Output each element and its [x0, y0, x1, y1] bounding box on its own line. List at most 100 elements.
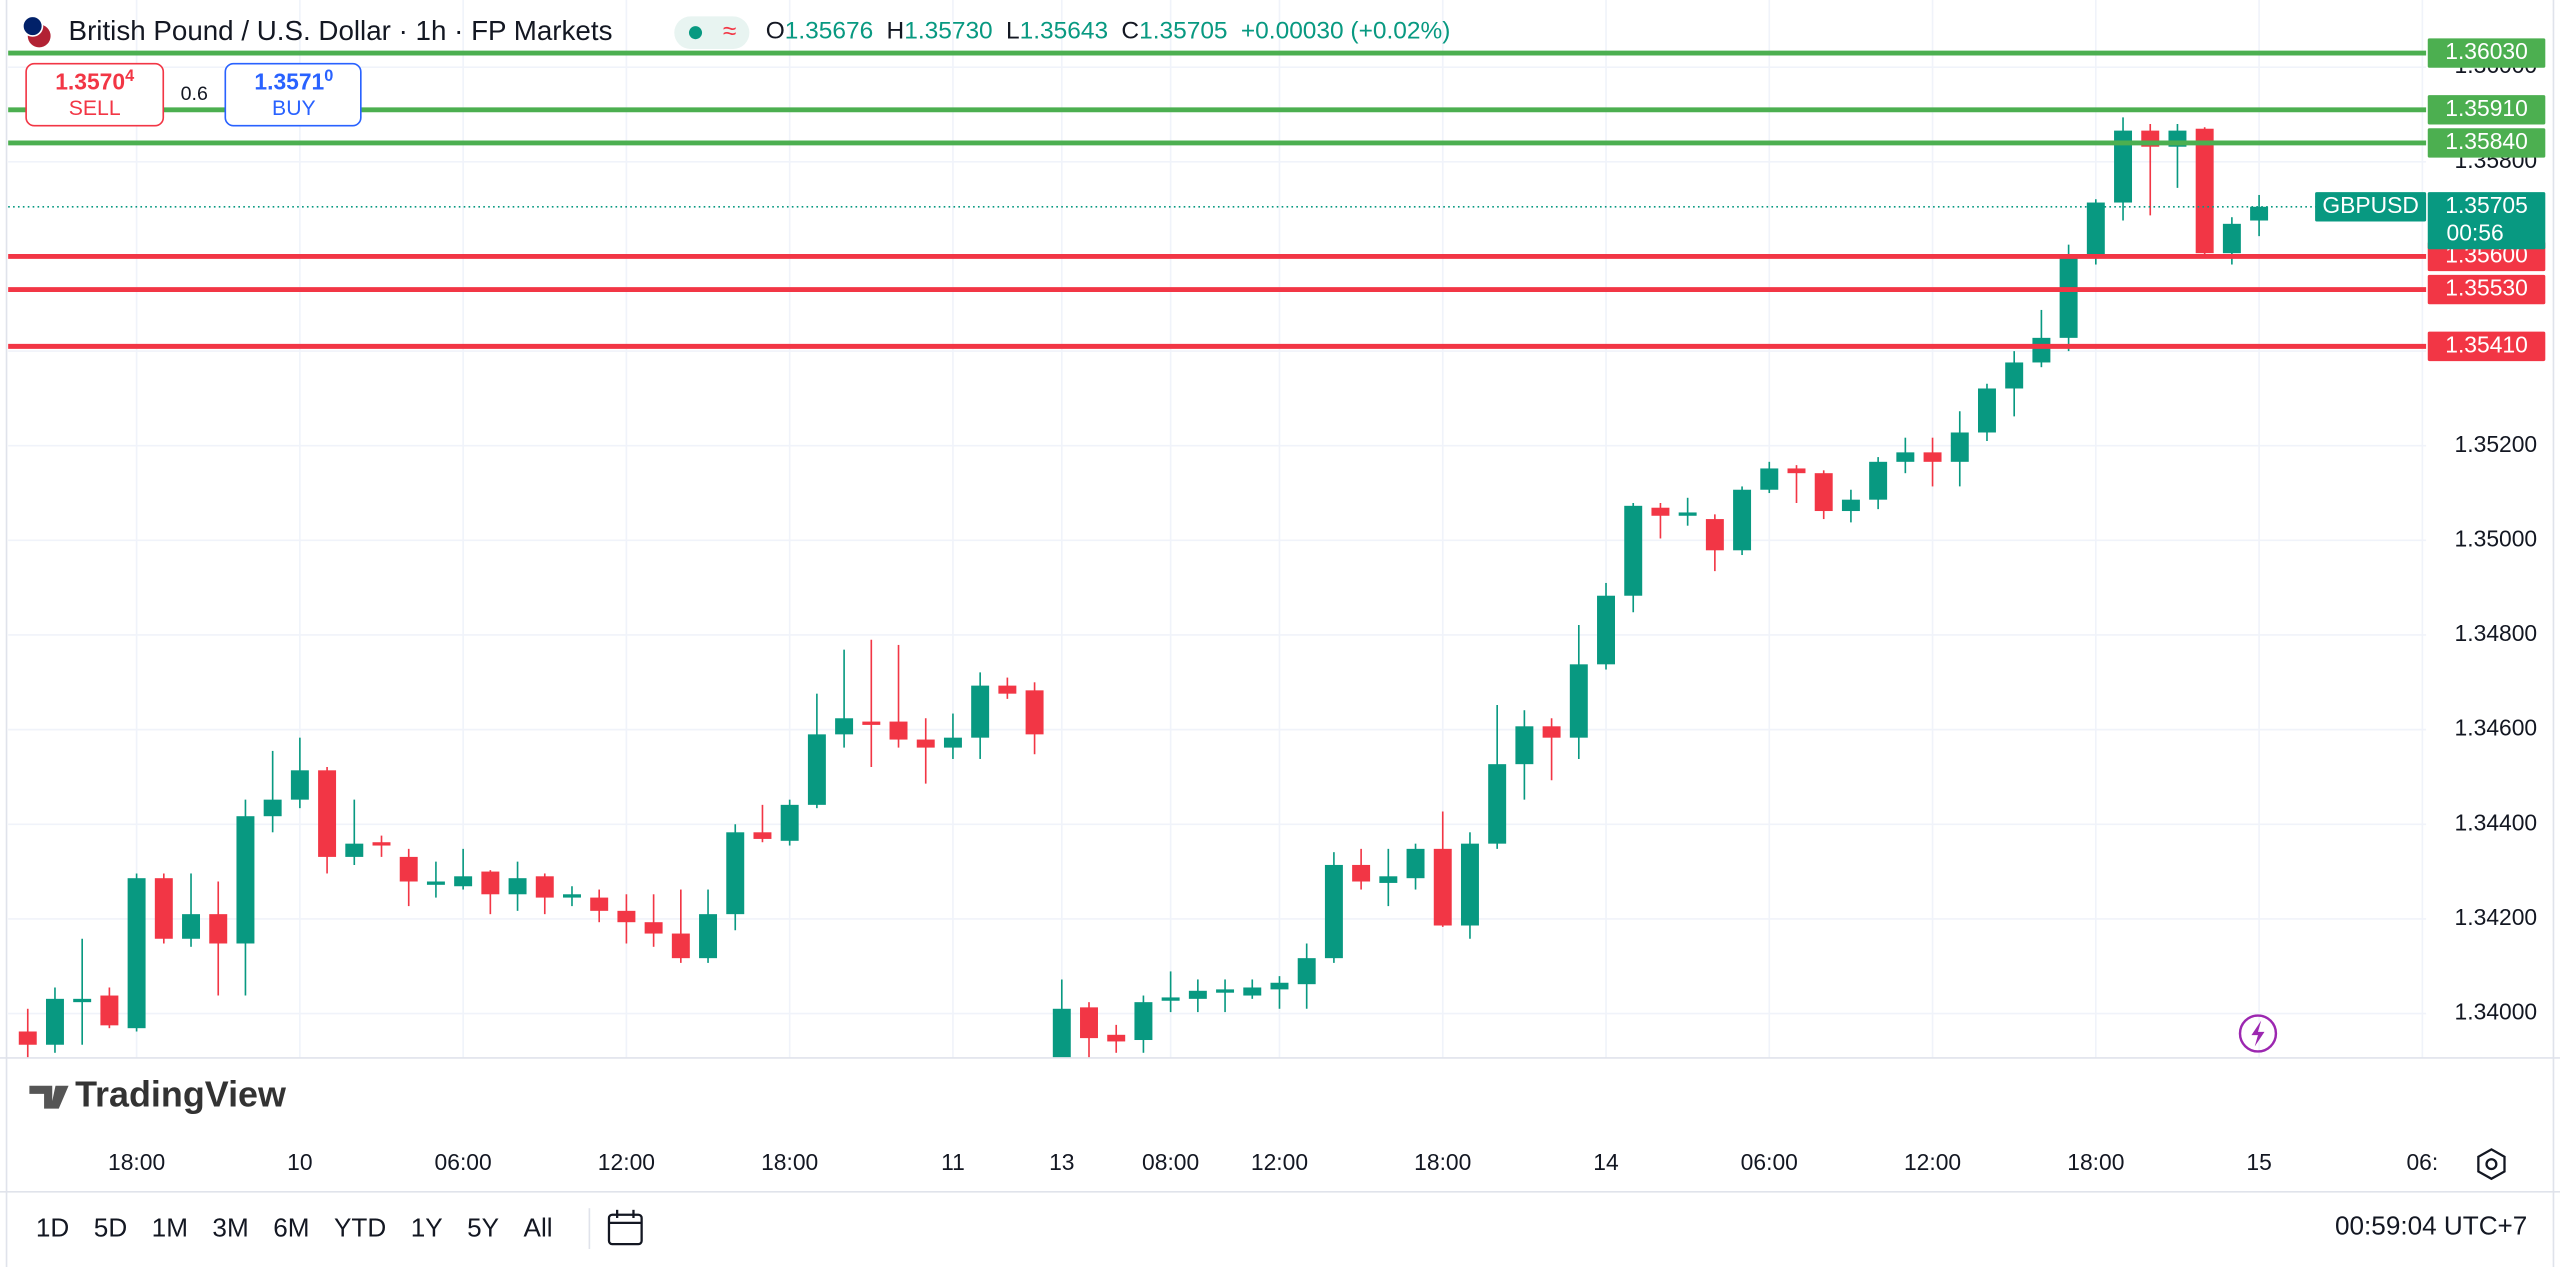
candle-body — [318, 770, 337, 857]
level-tag-label: 1.35840 — [2445, 128, 2528, 154]
x-tick-label: 10 — [287, 1149, 312, 1175]
timeframe-button[interactable]: 3M — [212, 1212, 248, 1242]
candle-body — [1161, 997, 1180, 1001]
candle-body — [563, 894, 581, 898]
candle-body — [2222, 223, 2241, 254]
x-tick-label: 12:00 — [1904, 1149, 1961, 1175]
candle-body — [1705, 519, 1724, 551]
candle-body — [1733, 489, 1752, 551]
ohlc-value: 1.35676 — [785, 18, 873, 45]
indicator-pill[interactable] — [674, 16, 750, 50]
y-tick-label: 1.34400 — [2455, 809, 2538, 835]
candle-body — [1107, 1034, 1126, 1042]
sell-price-main: 1.3570 — [55, 68, 125, 94]
candle-body — [1379, 876, 1398, 883]
candle-body — [45, 998, 64, 1045]
settings-button[interactable] — [2477, 1148, 2506, 1181]
ohlc-key: H — [887, 18, 905, 45]
sell-button[interactable] — [25, 62, 165, 127]
candle-body — [1678, 512, 1697, 516]
lightning-button[interactable] — [2238, 1014, 2278, 1053]
candle-body — [1814, 473, 1833, 512]
candle-body — [1651, 507, 1670, 516]
candle-body — [372, 842, 391, 846]
y-tick-label: 1.34800 — [2455, 620, 2538, 646]
x-tick-label: 11 — [941, 1149, 965, 1175]
timeframe-button[interactable]: 6M — [273, 1212, 309, 1242]
candle-body — [1950, 432, 1969, 462]
candle-body — [236, 816, 255, 944]
timeframe-button[interactable]: 1Y — [411, 1212, 443, 1242]
timeframe-button[interactable]: YTD — [334, 1212, 386, 1242]
candle-body — [971, 685, 990, 738]
indicator-icon: ≈ — [723, 18, 736, 45]
candle-body — [100, 995, 119, 1026]
candle-body — [182, 914, 201, 939]
candle-body — [2250, 206, 2269, 221]
buy-price-pip: 0 — [324, 67, 333, 85]
level-tag — [2427, 38, 2546, 68]
x-tick-label: 18:00 — [2067, 1149, 2124, 1175]
candle-body — [2059, 256, 2078, 338]
y-tick-label: 1.34000 — [2455, 999, 2538, 1025]
x-tick-label: 18:00 — [108, 1149, 165, 1175]
x-tick-label: 12:00 — [598, 1149, 655, 1175]
candle-body — [1352, 864, 1371, 882]
goto-date-button[interactable] — [588, 1208, 643, 1250]
candle-body — [780, 804, 799, 841]
symbol-tag-label: GBPUSD — [2322, 192, 2418, 218]
timeframe-button[interactable]: All — [524, 1212, 553, 1242]
level-tag — [2427, 95, 2546, 125]
candle-body — [399, 856, 418, 882]
y-tick-label: 1.34200 — [2455, 904, 2538, 930]
buy-button[interactable] — [224, 62, 362, 127]
symbol-icon — [22, 15, 51, 48]
candle-body — [1542, 726, 1561, 738]
y-tick-label: 1.35200 — [2455, 431, 2538, 457]
candle-body — [1052, 1008, 1071, 1058]
candle-body — [73, 998, 92, 1003]
ohlc-key: L — [1006, 18, 1020, 45]
candle-body — [2086, 202, 2105, 257]
candle-body — [1760, 468, 1779, 490]
candle-body — [535, 876, 554, 898]
ohlc-key: C — [1121, 18, 1139, 45]
ohlc-key: O — [766, 18, 785, 45]
candle-body — [508, 878, 527, 895]
candle-body — [290, 770, 309, 800]
candle-body — [862, 721, 881, 725]
market-status — [688, 26, 703, 40]
candle-body — [726, 832, 745, 915]
timeframe-button[interactable]: 1D — [36, 1212, 69, 1242]
countdown: 00:56 — [2447, 220, 2504, 246]
x-tick-label: 13 — [1049, 1149, 1074, 1175]
y-tick-label: 1.34600 — [2455, 715, 2538, 741]
candle-body — [481, 871, 500, 895]
candle-body — [1977, 388, 1996, 433]
spread: 0.6 — [181, 83, 208, 105]
symbol-tag — [2315, 192, 2427, 222]
last-price-label: 1.35705 — [2445, 192, 2528, 218]
timeframe-button[interactable]: 5Y — [467, 1212, 499, 1242]
level-tag-label: 1.35410 — [2445, 331, 2528, 357]
timeframe-button[interactable]: 1M — [152, 1212, 188, 1242]
change: +0.00030 (+0.02%) — [1241, 18, 1451, 45]
candle-body — [1406, 848, 1425, 879]
candle-body — [1297, 958, 1316, 985]
candle-body — [209, 914, 228, 944]
candle-body — [1569, 664, 1588, 738]
candle-body — [644, 922, 663, 934]
x-tick-label: 15 — [2246, 1149, 2271, 1175]
candle-body — [1896, 452, 1915, 462]
sell-price: 1.35704 — [55, 67, 134, 94]
level-tag-label: 1.35530 — [2445, 275, 2528, 301]
buy-label: BUY — [272, 97, 316, 120]
clock[interactable]: 00:59:04 UTC+7 — [2335, 1211, 2527, 1241]
timeframe-button[interactable]: 5D — [94, 1212, 127, 1242]
candle-body — [1216, 989, 1235, 993]
level-tag — [2427, 331, 2546, 362]
candle-body — [154, 878, 173, 939]
candle-body — [1787, 468, 1806, 474]
symbol-title: British Pound / U.S. Dollar · 1h · FP Ma… — [69, 15, 613, 46]
